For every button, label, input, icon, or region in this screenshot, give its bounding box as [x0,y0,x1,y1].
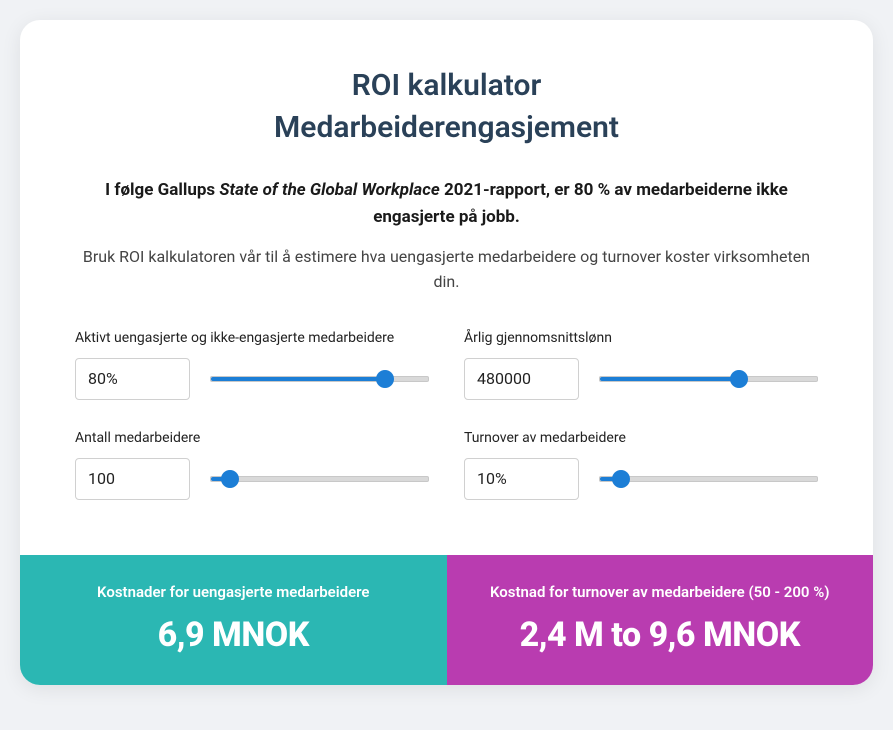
salary-input-row [464,358,818,400]
slider-thumb[interactable] [376,370,394,388]
slider-fill [211,377,385,381]
salary-slider[interactable] [599,369,818,389]
employees-slider[interactable] [210,469,429,489]
employees-input[interactable] [75,458,190,500]
result-left-value: 6,9 MNOK [40,615,427,655]
result-right-label: Kostnad for turnover av medarbeidere (50… [467,583,854,601]
slider-track [599,476,818,482]
results-row: Kostnader for uengasjerte medarbeidere 6… [20,555,873,685]
turnover-slider[interactable] [599,469,818,489]
input-group-employees: Antall medarbeidere [75,430,429,500]
disengaged-input[interactable] [75,358,190,400]
salary-input[interactable] [464,358,579,400]
card-content: ROI kalkulator Medarbeiderengasjement I … [20,20,873,555]
title-line-1: ROI kalkulator [352,68,542,103]
result-left-label: Kostnader for uengasjerte medarbeidere [40,583,427,601]
turnover-input[interactable] [464,458,579,500]
input-group-salary: Årlig gjennomsnittslønn [464,330,818,400]
input-group-disengaged: Aktivt uengasjerte og ikke-engasjerte me… [75,330,429,400]
slider-track [210,376,429,382]
input-group-turnover: Turnover av medarbeidere [464,430,818,500]
result-box-turnover-cost: Kostnad for turnover av medarbeidere (50… [447,555,874,685]
result-right-value: 2,4 M to 9,6 MNOK [467,615,854,655]
employees-input-row [75,458,429,500]
slider-thumb[interactable] [612,470,630,488]
inputs-grid: Aktivt uengasjerte og ikke-engasjerte me… [75,330,818,500]
turnover-input-row [464,458,818,500]
subtitle-bold-prefix: I følge Gallups [105,180,219,200]
page-title: ROI kalkulator Medarbeiderengasjement [75,65,818,149]
turnover-label: Turnover av medarbeidere [464,430,818,446]
subtitle-normal: Bruk ROI kalkulatoren vår til å estimere… [75,245,818,295]
title-line-2: Medarbeiderengasjement [274,110,619,145]
salary-label: Årlig gjennomsnittslønn [464,330,818,346]
roi-calculator-card: ROI kalkulator Medarbeiderengasjement I … [20,20,873,685]
subtitle-bold: I følge Gallups State of the Global Work… [75,177,818,231]
slider-fill [600,377,739,381]
result-box-disengaged-cost: Kostnader for uengasjerte medarbeidere 6… [20,555,447,685]
slider-thumb[interactable] [221,470,239,488]
employees-label: Antall medarbeidere [75,430,429,446]
disengaged-input-row [75,358,429,400]
slider-track [210,476,429,482]
disengaged-slider[interactable] [210,369,429,389]
subtitle-bold-italic: State of the Global Workplace [219,180,439,200]
slider-track [599,376,818,382]
disengaged-label: Aktivt uengasjerte og ikke-engasjerte me… [75,330,429,346]
slider-thumb[interactable] [730,370,748,388]
